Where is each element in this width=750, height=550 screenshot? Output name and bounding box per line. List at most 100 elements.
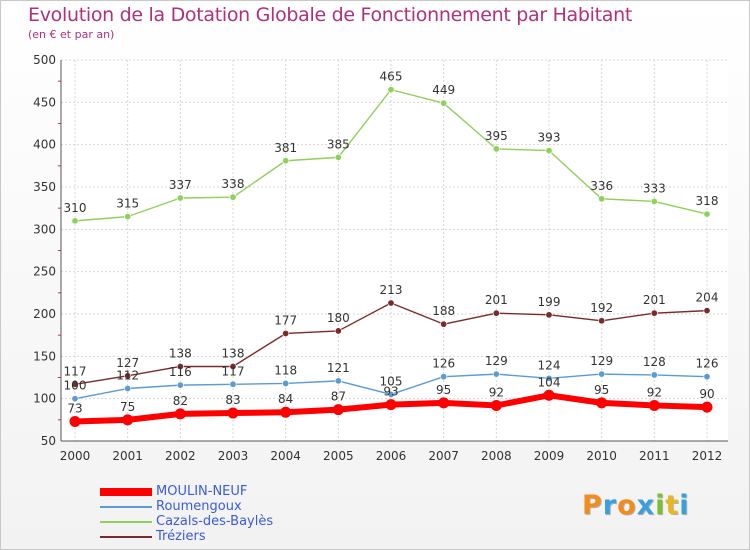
data-label-roumengoux: 118 xyxy=(274,363,297,377)
data-label-moulin-neuf: 75 xyxy=(120,400,135,414)
data-point-treziers xyxy=(229,362,237,370)
data-label-cazals-des-bayles: 333 xyxy=(643,181,666,195)
data-point-cazals-des-bayles xyxy=(703,210,711,218)
legend-item-treziers: Tréziers xyxy=(100,529,273,544)
data-label-cazals-des-bayles: 338 xyxy=(222,177,245,191)
data-point-treziers xyxy=(545,311,553,319)
x-tick-label: 2003 xyxy=(218,449,249,463)
data-point-roumengoux xyxy=(598,370,606,378)
data-label-cazals-des-bayles: 385 xyxy=(327,137,350,151)
data-label-cazals-des-bayles: 337 xyxy=(169,178,192,192)
x-tick-label: 2011 xyxy=(639,449,670,463)
data-point-moulin-neuf xyxy=(490,399,502,411)
data-point-roumengoux xyxy=(71,395,79,403)
y-tick-label: 350 xyxy=(33,180,56,194)
legend-label-cazals-des-bayles: Cazals-des-Baylès xyxy=(156,514,274,529)
data-point-roumengoux xyxy=(334,377,342,385)
data-point-cazals-des-bayles xyxy=(598,195,606,203)
data-label-moulin-neuf: 84 xyxy=(278,392,293,406)
data-label-treziers: 117 xyxy=(64,364,87,378)
legend-swatch-treziers xyxy=(100,535,152,538)
data-point-roumengoux xyxy=(650,371,658,379)
data-point-moulin-neuf xyxy=(701,401,713,413)
logo-letter: P xyxy=(582,490,603,521)
data-label-roumengoux: 129 xyxy=(485,354,508,368)
data-label-cazals-des-bayles: 336 xyxy=(590,179,613,193)
data-point-roumengoux xyxy=(440,373,448,381)
data-point-treziers xyxy=(334,327,342,335)
logo-letter: i xyxy=(655,490,666,521)
y-tick-label: 200 xyxy=(33,307,56,321)
data-label-roumengoux: 100 xyxy=(64,379,87,393)
data-label-roumengoux: 128 xyxy=(643,355,666,369)
data-point-treziers xyxy=(71,380,79,388)
legend-item-moulin-neuf: MOULIN-NEUF xyxy=(100,484,273,499)
y-tick-label: 100 xyxy=(33,392,56,406)
data-point-moulin-neuf xyxy=(543,389,555,401)
legend-swatch-moulin-neuf xyxy=(100,487,152,496)
data-label-cazals-des-bayles: 449 xyxy=(432,83,455,97)
data-point-roumengoux xyxy=(229,380,237,388)
x-tick-label: 2009 xyxy=(534,449,565,463)
logo-letter: o xyxy=(617,490,637,521)
data-point-cazals-des-bayles xyxy=(334,153,342,161)
data-point-cazals-des-bayles xyxy=(492,145,500,153)
x-tick-label: 2002 xyxy=(165,449,196,463)
x-tick-label: 2008 xyxy=(481,449,512,463)
data-label-moulin-neuf: 82 xyxy=(173,394,188,408)
plot-area xyxy=(61,60,728,441)
data-point-treziers xyxy=(703,307,711,315)
data-label-moulin-neuf: 95 xyxy=(436,383,451,397)
data-point-cazals-des-bayles xyxy=(229,193,237,201)
data-label-roumengoux: 105 xyxy=(380,374,403,388)
data-point-cazals-des-bayles xyxy=(440,99,448,107)
data-point-cazals-des-bayles xyxy=(650,197,658,205)
legend-label-moulin-neuf: MOULIN-NEUF xyxy=(156,484,248,499)
data-label-treziers: 213 xyxy=(380,283,403,297)
legend-label-treziers: Tréziers xyxy=(156,529,206,544)
x-tick-label: 2005 xyxy=(323,449,354,463)
x-tick-label: 2006 xyxy=(376,449,407,463)
data-label-moulin-neuf: 92 xyxy=(489,385,504,399)
data-point-moulin-neuf xyxy=(122,414,134,426)
data-point-treziers xyxy=(176,362,184,370)
data-label-treziers: 188 xyxy=(432,304,455,318)
data-point-moulin-neuf xyxy=(648,399,660,411)
data-label-roumengoux: 126 xyxy=(432,357,455,371)
data-label-cazals-des-bayles: 393 xyxy=(538,131,561,145)
chart-subtitle: (en € et par an) xyxy=(28,28,115,41)
data-label-roumengoux: 129 xyxy=(590,354,613,368)
chart-title: Evolution de la Dotation Globale de Fonc… xyxy=(28,4,633,26)
data-point-treziers xyxy=(650,309,658,317)
data-label-roumengoux: 126 xyxy=(696,357,719,371)
y-tick-label: 500 xyxy=(33,53,56,67)
data-label-cazals-des-bayles: 381 xyxy=(274,141,297,155)
data-point-moulin-neuf xyxy=(174,408,186,420)
data-point-treziers xyxy=(282,329,290,337)
data-label-roumengoux: 121 xyxy=(327,361,350,375)
data-label-moulin-neuf: 90 xyxy=(699,387,714,401)
data-label-roumengoux: 124 xyxy=(538,358,561,372)
data-point-roumengoux xyxy=(545,374,553,382)
legend-label-roumengoux: Roumengoux xyxy=(156,499,242,514)
data-point-moulin-neuf xyxy=(69,416,81,428)
data-point-cazals-des-bayles xyxy=(282,157,290,165)
data-point-treziers xyxy=(387,299,395,307)
y-tick-label: 400 xyxy=(33,138,56,152)
data-label-treziers: 138 xyxy=(222,346,245,360)
y-tick-label: 450 xyxy=(33,95,56,109)
data-point-moulin-neuf xyxy=(332,404,344,416)
data-point-treziers xyxy=(440,320,448,328)
legend-swatch-cazals-des-bayles xyxy=(100,520,152,523)
x-tick-label: 2012 xyxy=(692,449,723,463)
data-label-cazals-des-bayles: 318 xyxy=(696,194,719,208)
data-point-roumengoux xyxy=(703,373,711,381)
data-label-cazals-des-bayles: 395 xyxy=(485,129,508,143)
data-label-moulin-neuf: 83 xyxy=(225,393,240,407)
data-label-treziers: 201 xyxy=(485,293,508,307)
x-tick-label: 2000 xyxy=(60,449,91,463)
x-tick-label: 2001 xyxy=(112,449,143,463)
y-tick-label: 300 xyxy=(33,222,56,236)
data-label-treziers: 192 xyxy=(590,301,613,315)
